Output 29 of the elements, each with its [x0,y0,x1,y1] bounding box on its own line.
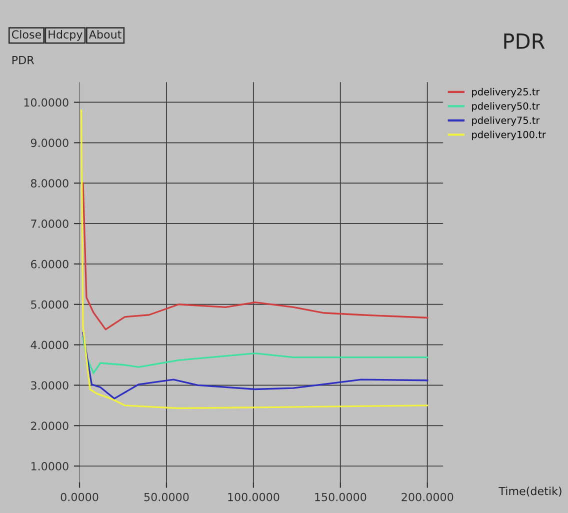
legend-label: pdelivery50.tr [472,102,540,112]
y-tick-label: 8.0000 [30,179,68,188]
x-tick-label: 50.0000 [144,492,189,502]
line-series [82,332,428,400]
x-axis-title: Time(detik) [498,486,562,497]
x-tick-label: 150.0000 [315,492,366,502]
y-tick-label: 5.0000 [31,300,68,309]
legend-label: pdelivery25.tr [472,88,540,98]
text: About [88,30,122,39]
y-axis-title: PDR [12,56,34,64]
y-tick-label: 1.0000 [31,462,68,470]
text: PDR [504,34,545,49]
y-tick-label: 6.0000 [31,260,68,268]
x-tick-label: 0.0000 [60,492,98,502]
line-series [82,182,428,330]
y-tick-label: 3.0000 [31,381,68,390]
text: Close [12,30,42,39]
x-tick-label: 100.0000 [228,492,280,502]
legend-label: pdelivery100.tr [472,130,546,140]
x-tick-label: 200.0000 [402,492,454,502]
y-tick-label: 10.0000 [24,98,68,107]
y-tick-label: 9.0000 [30,138,68,148]
y-tick-label: 2.0000 [31,422,68,430]
line-series [80,110,428,410]
text: Hdcpy [48,30,82,41]
y-tick-label: 7.0000 [31,220,68,228]
legend-label: pdelivery75.tr [472,116,540,126]
line-series [82,336,428,374]
y-tick-label: 4.0000 [30,340,68,350]
